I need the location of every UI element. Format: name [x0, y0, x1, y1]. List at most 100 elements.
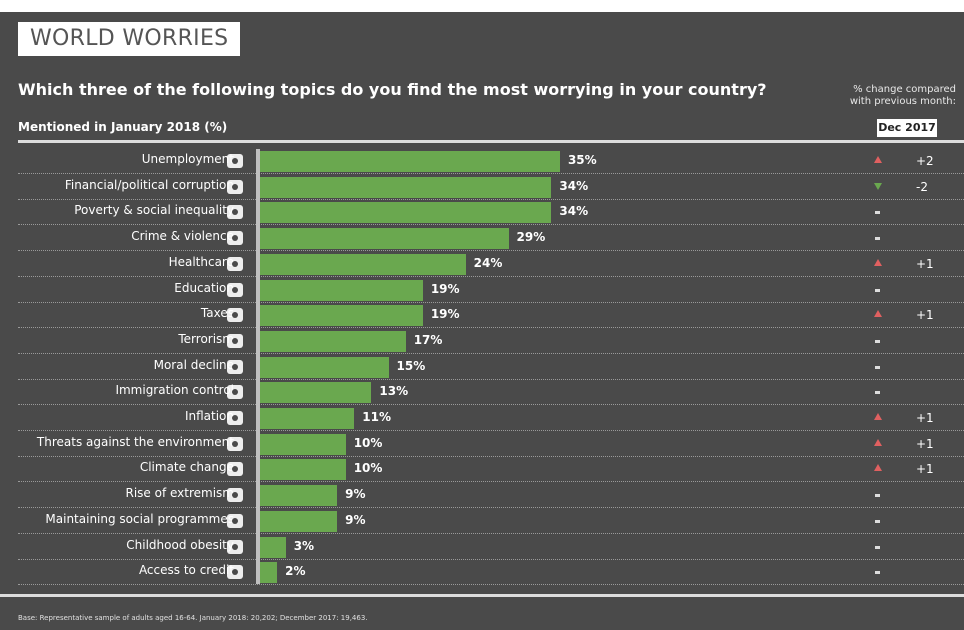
change-value: -2 — [916, 179, 928, 194]
change-note-line1: % change compared — [853, 84, 956, 95]
compare-month-badge: Dec 2017 — [877, 119, 937, 137]
no-change-icon — [875, 288, 880, 292]
bar — [260, 562, 278, 584]
category-label: Maintaining social programmes — [45, 511, 234, 526]
no-change-icon — [875, 365, 880, 369]
footnote-base: Base: Representative sample of adults ag… — [18, 614, 368, 622]
value-label: 2% — [285, 564, 306, 579]
taxes-icon — [224, 306, 246, 324]
category-label: Healthcare — [168, 254, 234, 269]
credit-icon — [224, 563, 246, 581]
change-up-icon — [874, 464, 882, 472]
no-change-icon — [875, 237, 880, 241]
chart-row: Financial/political corruption 34% -2 — [18, 175, 964, 200]
inflation-icon — [224, 409, 246, 427]
no-change-icon — [875, 545, 880, 549]
terrorism-icon — [224, 332, 246, 350]
category-label: Immigration control — [115, 383, 234, 398]
top-strip — [0, 0, 964, 12]
chart-row: Inflation 11% +1 — [18, 406, 964, 431]
bar — [260, 305, 423, 327]
bar — [260, 459, 346, 481]
category-label: Taxes — [200, 306, 234, 321]
change-value: +1 — [916, 308, 934, 323]
no-change-icon — [875, 494, 880, 498]
category-label: Rise of extremism — [125, 486, 235, 501]
bar — [260, 228, 509, 250]
moral-decline-icon — [224, 358, 246, 376]
category-label: Access to credit — [138, 563, 234, 578]
change-value: +1 — [916, 411, 934, 425]
unemployment-icon — [224, 152, 246, 170]
chart-question: Which three of the following topics do y… — [18, 80, 767, 99]
change-note: % change compared with previous month: — [816, 84, 956, 108]
obesity-icon — [224, 538, 246, 556]
change-up-icon — [874, 156, 882, 163]
category-label: Climate change — [139, 460, 234, 475]
category-label: Terrorism — [178, 331, 234, 346]
chart-row: Climate change 10% +1 — [18, 457, 964, 483]
no-change-icon — [875, 519, 880, 523]
bar — [260, 408, 355, 429]
chart-row: Threats against the environment 10% +1 — [18, 432, 964, 457]
chart-row: Healthcare 24% +1 — [18, 252, 964, 277]
crime-icon — [224, 229, 246, 247]
bar — [260, 176, 552, 198]
bar — [260, 151, 560, 172]
value-label: 24% — [473, 255, 503, 270]
bar — [260, 202, 552, 224]
social-programmes-icon — [224, 512, 246, 530]
category-label: Threats against the environment — [36, 434, 234, 449]
value-label: 19% — [430, 307, 460, 322]
value-label: 34% — [559, 204, 589, 219]
chart-row: Maintaining social programmes 9% — [18, 509, 964, 534]
value-label: 11% — [362, 410, 391, 424]
change-value: +1 — [916, 462, 934, 477]
change-up-icon — [874, 438, 882, 446]
no-change-icon — [875, 211, 880, 215]
chart-title: WORLD WORRIES — [18, 22, 241, 56]
chart-axis-line — [256, 149, 260, 584]
bar — [260, 253, 466, 275]
chart-row: Moral decline 15% — [18, 355, 964, 380]
chart-row: Unemployment 35% +2 — [18, 149, 964, 174]
category-label: Financial/political corruption — [64, 177, 234, 192]
header-rule — [18, 140, 964, 143]
immigration-icon — [224, 383, 246, 401]
healthcare-icon — [224, 255, 246, 273]
chart-row: Poverty & social inequality 34% — [18, 200, 964, 226]
chart-row: Access to credit 2% — [18, 560, 964, 586]
change-value: +1 — [916, 436, 934, 451]
environment-icon — [224, 435, 246, 453]
change-note-line2: with previous month: — [849, 96, 956, 107]
value-label: 10% — [353, 461, 383, 476]
bar — [260, 433, 346, 455]
bar — [260, 510, 338, 532]
no-change-icon — [875, 391, 880, 395]
change-value: +2 — [916, 154, 934, 168]
category-label: Moral decline — [153, 357, 234, 372]
category-label: Inflation — [184, 409, 234, 423]
climate-icon — [224, 460, 246, 478]
category-label: Education — [174, 280, 234, 295]
corruption-icon — [224, 178, 246, 196]
chart-row: Immigration control 13% — [18, 380, 964, 406]
bar — [260, 382, 372, 404]
bar — [260, 279, 423, 301]
value-label: 17% — [413, 332, 443, 347]
value-label: 13% — [379, 384, 409, 399]
value-label: 15% — [396, 358, 426, 373]
change-up-icon — [874, 310, 882, 318]
no-change-icon — [875, 571, 880, 575]
category-label: Unemployment — [141, 152, 234, 166]
chart-subheading: Mentioned in January 2018 (%) — [18, 120, 228, 134]
chart-row: Education 19% — [18, 278, 964, 303]
chart-row: Rise of extremism 9% — [18, 483, 964, 509]
chart-row: Taxes 19% +1 — [18, 303, 964, 329]
chart-row: Crime & violence 29% — [18, 226, 964, 252]
bar — [260, 485, 338, 507]
value-label: 34% — [559, 178, 589, 193]
bar — [260, 356, 389, 378]
change-up-icon — [874, 413, 882, 420]
chart-row: Terrorism 17% — [18, 329, 964, 354]
